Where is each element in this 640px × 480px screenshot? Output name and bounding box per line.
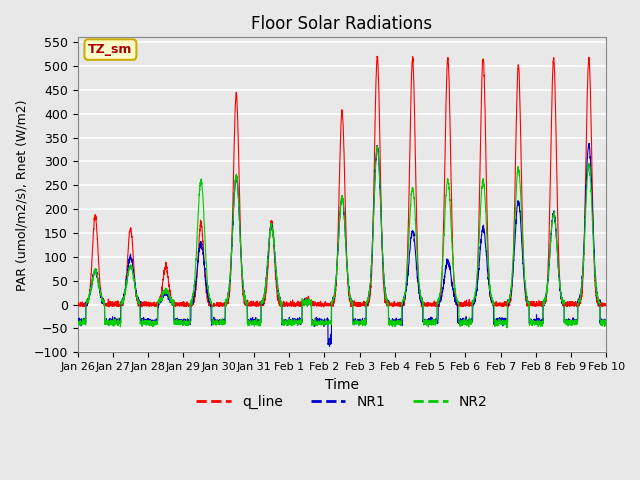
NR1 <box>602 316 610 322</box>
q_line <box>553 159 561 165</box>
NR2 <box>394 320 401 325</box>
Text: TZ_sm: TZ_sm <box>88 43 132 56</box>
NR2 <box>602 322 610 328</box>
Line: q_line: q_line <box>77 56 607 307</box>
NR2 <box>403 271 411 276</box>
NR2 <box>553 235 561 241</box>
NR1 <box>552 236 560 241</box>
NR1 <box>586 141 593 146</box>
NR1 <box>221 300 229 306</box>
NR2 <box>74 319 81 325</box>
Title: Floor Solar Radiations: Floor Solar Radiations <box>252 15 433 33</box>
NR1 <box>403 281 411 287</box>
q_line <box>603 301 611 307</box>
q_line <box>188 301 195 307</box>
NR1 <box>394 319 401 325</box>
q_line <box>105 304 113 310</box>
NR1 <box>74 320 81 325</box>
NR2 <box>221 300 229 306</box>
NR1 <box>187 300 195 306</box>
Legend: q_line, NR1, NR2: q_line, NR1, NR2 <box>191 389 493 415</box>
Line: NR2: NR2 <box>77 146 607 328</box>
NR2 <box>373 143 381 149</box>
X-axis label: Time: Time <box>325 377 359 392</box>
NR2 <box>603 320 611 325</box>
NR1 <box>603 319 611 324</box>
q_line <box>74 301 81 307</box>
q_line <box>403 270 411 276</box>
NR1 <box>326 344 333 349</box>
NR2 <box>503 325 511 331</box>
Line: NR1: NR1 <box>77 144 607 347</box>
q_line <box>373 53 381 59</box>
NR2 <box>187 302 195 308</box>
Y-axis label: PAR (umol/m2/s), Rnet (W/m2): PAR (umol/m2/s), Rnet (W/m2) <box>15 99 28 290</box>
q_line <box>221 302 229 308</box>
q_line <box>602 302 610 308</box>
q_line <box>394 302 401 308</box>
